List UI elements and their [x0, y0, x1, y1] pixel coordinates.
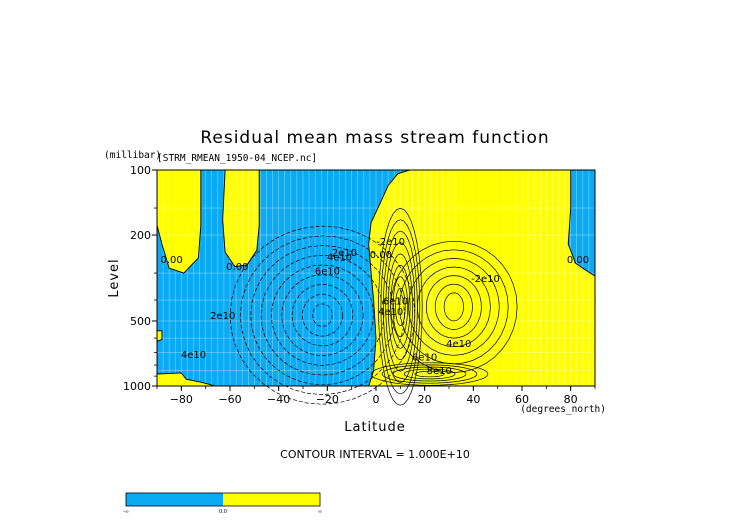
y-tick-label: 500	[130, 315, 151, 328]
colorbar-negative	[126, 493, 223, 506]
contour-label-1: 0.00	[226, 262, 248, 273]
contour-pos-b-3	[417, 266, 491, 348]
contour-label-3: 0.00	[567, 255, 589, 266]
x-tick-label: 0	[373, 393, 380, 406]
x-tick-label: 20	[418, 393, 432, 406]
contour-pos-a-1	[392, 276, 408, 338]
x-tick-label: −40	[267, 393, 290, 406]
contour-pos-b-5	[399, 249, 509, 365]
contour-pos-b-2	[425, 275, 482, 339]
contour-interval: CONTOUR INTERVAL = 1.000E+10	[280, 448, 470, 461]
colorbar-label-zero: 0.0	[219, 509, 227, 515]
positive-region-0	[157, 170, 201, 274]
positive-region-4	[157, 330, 162, 342]
contour-neg-4	[271, 264, 374, 366]
contour-neg-7	[239, 235, 405, 395]
colorbar-positive	[223, 493, 320, 506]
x-tick-label: 60	[515, 393, 529, 406]
contour-label-13: 4e10	[446, 339, 471, 350]
contour-label-15: 8e10	[427, 366, 452, 377]
y-tick-label: 100	[130, 164, 151, 177]
contour-neg-2	[291, 284, 354, 347]
contour-pos-a-3	[387, 253, 413, 361]
contour-pos-c-0	[414, 370, 445, 378]
y-tick-label: 1000	[123, 380, 151, 393]
contour-pos-b-1	[434, 283, 473, 330]
contour-pos-b-0	[443, 292, 464, 322]
contour-pos-a-7	[378, 207, 423, 406]
contour-pos-b-4	[408, 258, 500, 356]
plot-area	[156, 169, 596, 406]
contour-label-14: 6e10	[412, 352, 437, 363]
contour-label-2: 0.00	[370, 250, 392, 261]
y-tick-label: 200	[130, 229, 151, 242]
contour-label-5: 4e10	[327, 252, 352, 263]
contour-label-6: 6e10	[315, 267, 340, 278]
x-tick-label: 40	[466, 393, 480, 406]
contour-neg-0	[312, 303, 333, 327]
contour-pos-b-6	[390, 240, 518, 373]
chart-title: Residual mean mass stream function	[200, 128, 549, 148]
colorbar-label-min: -∞	[123, 509, 129, 515]
x-tick-label: 80	[564, 393, 578, 406]
contour-pos-c-3	[381, 364, 478, 384]
contour-pos-c-4	[370, 362, 489, 386]
contour-neg-6	[250, 245, 395, 386]
contour-labels: 0.000.000.00 0.002e104e106e102e104e10-2e1…	[160, 237, 589, 377]
y-axis: 100 200 500 1000	[123, 164, 157, 393]
contour-pos-a-5	[382, 230, 418, 383]
contour-pos-c-2	[392, 366, 467, 382]
contour-label-10: 4e10	[378, 307, 403, 318]
contour-label-11: 6e10	[383, 297, 408, 308]
contour-label-8: 4e10	[181, 350, 206, 361]
positive-region-1	[222, 170, 260, 267]
contour-label-12: -2e10	[471, 274, 500, 285]
contour-neg-3	[281, 274, 364, 356]
colorbar-label-max: ∞	[318, 509, 322, 515]
x-axis: −80 −60 −40 −20 0 20 40 60 80	[156, 386, 596, 406]
contour-label-7: 2e10	[210, 311, 235, 322]
x-units: (degrees_north)	[520, 404, 606, 415]
contour-lines	[156, 169, 596, 406]
x-tick-label: −20	[316, 393, 339, 406]
contour-label-4: 2e10	[332, 248, 357, 259]
colorbar: -∞ 0.0 ∞	[123, 492, 322, 515]
zero-contour-2	[368, 169, 596, 387]
y-units: (millibar)	[104, 150, 161, 161]
contour-pos-c-1	[403, 368, 456, 380]
contour-neg-5	[260, 254, 385, 376]
contour-label-0: 0.00	[160, 255, 182, 266]
contour-pos-a-4	[385, 242, 416, 372]
contour-neg-1	[302, 293, 343, 337]
contour-label-9: -2e10	[376, 237, 405, 248]
x-tick-label: −80	[170, 393, 193, 406]
y-axis-label: Level	[107, 258, 122, 297]
contour-pos-a-0	[395, 287, 406, 326]
zero-contour-1	[222, 169, 260, 268]
x-tick-label: −60	[218, 393, 241, 406]
x-axis-label: Latitude	[344, 420, 406, 435]
chart-subtitle: [STRM_RMEAN_1950-04_NCEP.nc]	[157, 153, 317, 164]
